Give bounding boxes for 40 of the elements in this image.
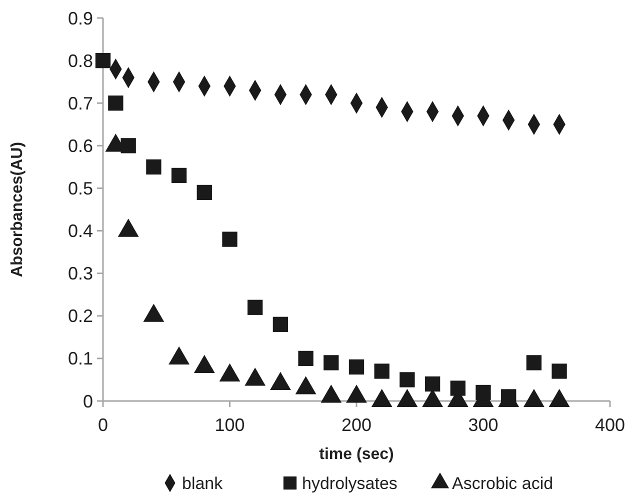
- point: [171, 168, 187, 184]
- point: [270, 372, 291, 390]
- y-tick-label: 0.5: [68, 178, 93, 199]
- y-tick-label: 0.1: [68, 348, 93, 369]
- point: [219, 363, 240, 382]
- y-tick-label: 0.7: [68, 93, 93, 114]
- point: [143, 304, 164, 322]
- y-axis-title: Absorbances(AU): [9, 142, 26, 278]
- legend-label: blank: [182, 474, 224, 493]
- point: [194, 354, 215, 374]
- point: [396, 388, 418, 408]
- point: [108, 96, 124, 111]
- point: [196, 184, 212, 200]
- point: [222, 232, 238, 247]
- point: [244, 368, 266, 386]
- point: [548, 388, 570, 408]
- point: [523, 388, 544, 408]
- y-tick-label: 0.3: [68, 264, 93, 284]
- point: [146, 159, 162, 175]
- y-tick-label: 0.6: [68, 136, 93, 156]
- x-tick-label: 100: [214, 415, 245, 435]
- point: [120, 138, 136, 154]
- point: [168, 346, 190, 364]
- point: [295, 376, 316, 394]
- point: [346, 384, 367, 403]
- x-tick-label: 200: [341, 415, 372, 435]
- x-tick-label: 0: [98, 415, 108, 435]
- x-tick-label: 400: [594, 415, 626, 435]
- x-tick-label: 300: [468, 415, 498, 435]
- point: [371, 388, 392, 408]
- y-tick-label: 0.4: [68, 221, 93, 242]
- point: [320, 384, 342, 403]
- legend-label: Ascrobic acid: [452, 474, 554, 493]
- x-axis-title: time (sec): [319, 446, 394, 463]
- y-tick-label: 0: [82, 391, 93, 412]
- y-tick-label: 0.9: [68, 8, 93, 28]
- point: [95, 52, 111, 68]
- y-tick-label: 0.8: [68, 50, 93, 71]
- y-tick-label: 0.2: [68, 306, 93, 326]
- legend-label: hydrolysates: [302, 474, 398, 493]
